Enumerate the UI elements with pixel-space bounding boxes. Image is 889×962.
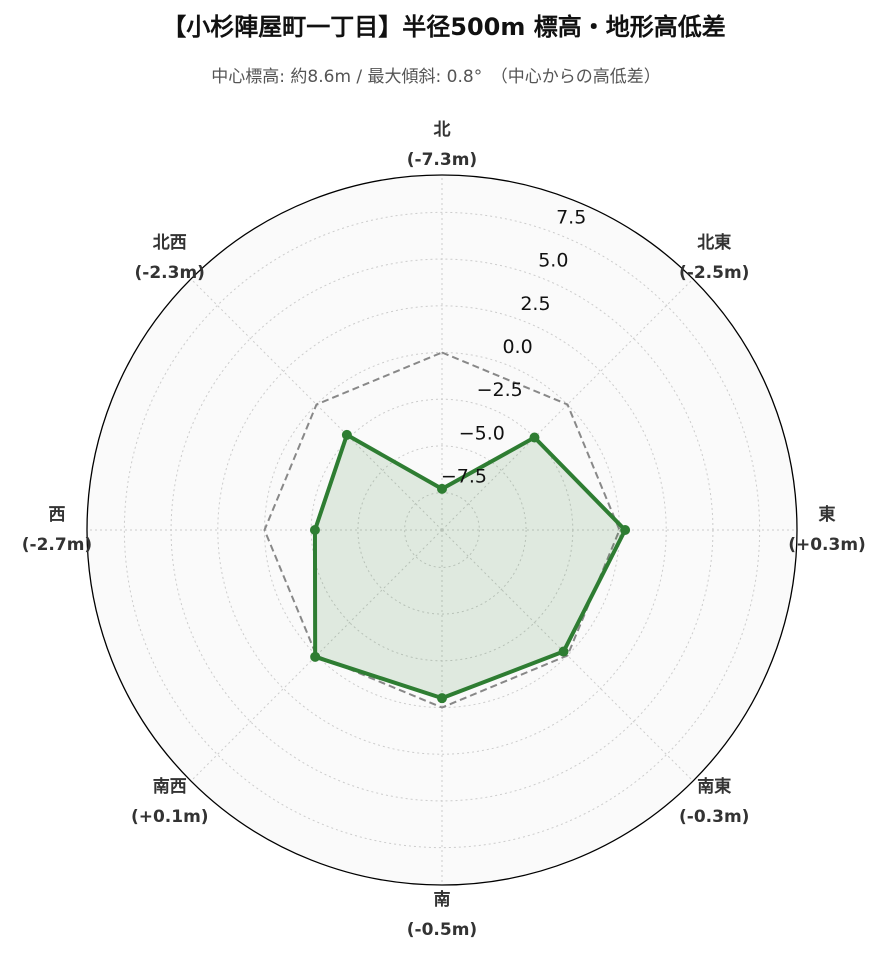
- marker: [529, 432, 540, 443]
- reference-line: [263, 351, 621, 709]
- value-label: (-0.5m): [407, 920, 477, 940]
- grid-circle: [217, 305, 667, 755]
- marker: [309, 525, 320, 535]
- spoke: [441, 529, 694, 782]
- marker: [437, 693, 447, 704]
- y-tick-label: −5.0: [459, 422, 505, 444]
- category-label: 西: [49, 505, 66, 525]
- marker: [620, 525, 631, 535]
- y-tick-label: −7.5: [441, 465, 487, 487]
- category-label: 南東: [697, 776, 731, 797]
- grid-circle: [357, 445, 527, 615]
- y-tick-label: 2.5: [520, 293, 550, 315]
- value-label: (-2.5m): [679, 263, 749, 283]
- y-tick-label: 0.0: [502, 336, 532, 358]
- value-label: (-7.3m): [407, 150, 477, 170]
- outer-ring: [86, 174, 798, 886]
- value-label: (+0.3m): [788, 535, 866, 555]
- spoke: [190, 278, 443, 531]
- marker: [437, 483, 447, 494]
- value-label: (-2.3m): [135, 263, 205, 283]
- grid-circle: [123, 211, 761, 849]
- category-label: 北西: [153, 233, 187, 253]
- marker: [310, 651, 321, 662]
- chart-title: 【小杉陣屋町一丁目】半径500m 標高・地形高低差: [162, 13, 725, 41]
- category-label: 東: [819, 504, 836, 525]
- category-label: 北: [434, 120, 451, 140]
- area: [314, 434, 626, 699]
- spoke: [441, 278, 694, 531]
- value-label: (-2.7m): [22, 535, 92, 555]
- category-label: 南: [434, 889, 451, 910]
- marker: [341, 429, 352, 440]
- y-tick-label: −2.5: [477, 379, 523, 401]
- marker: [558, 646, 569, 657]
- value-label: (+0.1m): [131, 807, 209, 827]
- chart-subtitle: 中心標高: 約8.6m / 最大傾斜: 0.8° （中心からの高低差）: [211, 67, 660, 87]
- y-tick-label: 7.5: [556, 207, 586, 229]
- value-label: (-0.3m): [679, 807, 749, 827]
- category-label: 南西: [153, 776, 187, 797]
- category-label: 北東: [697, 232, 731, 253]
- spoke: [190, 529, 443, 782]
- y-tick-label: 5.0: [538, 250, 568, 272]
